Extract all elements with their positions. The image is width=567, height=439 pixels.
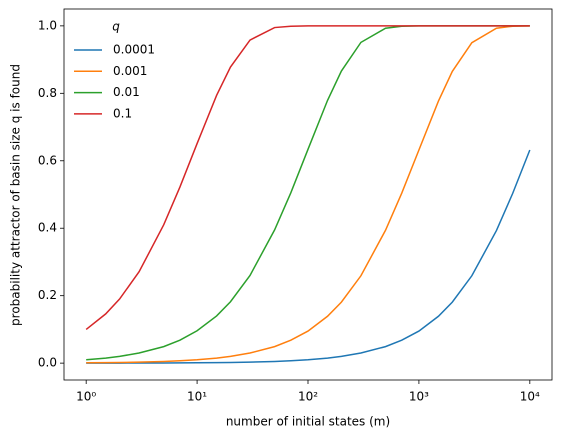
legend-label: 0.1 [113,106,132,120]
y-axis-label: probability attractor of basin size q is… [9,64,23,326]
data-line [86,25,530,361]
legend-label: 0.01 [113,85,140,99]
x-tick-label: 10² [298,390,318,404]
data-line [86,149,531,364]
y-tick-label: 0.4 [38,221,57,235]
x-tick-label: 10⁴ [520,390,540,404]
data-line [85,25,530,330]
y-tick-label: 1.0 [38,18,57,32]
y-tick-label: 0.0 [38,356,57,370]
y-tick-label: 0.2 [38,288,57,302]
x-tick-label: 10⁰ [76,390,96,404]
legend-label: 0.001 [113,64,147,78]
x-tick-label: 10³ [409,390,429,404]
legend-label: 0.0001 [113,43,155,57]
x-axis-label: number of initial states (m) [226,415,390,429]
legend-title: q [112,20,120,34]
y-tick-label: 0.6 [38,153,57,167]
data-line [86,25,530,364]
y-tick-label: 0.8 [38,86,57,100]
x-tick-label: 10¹ [187,390,207,404]
